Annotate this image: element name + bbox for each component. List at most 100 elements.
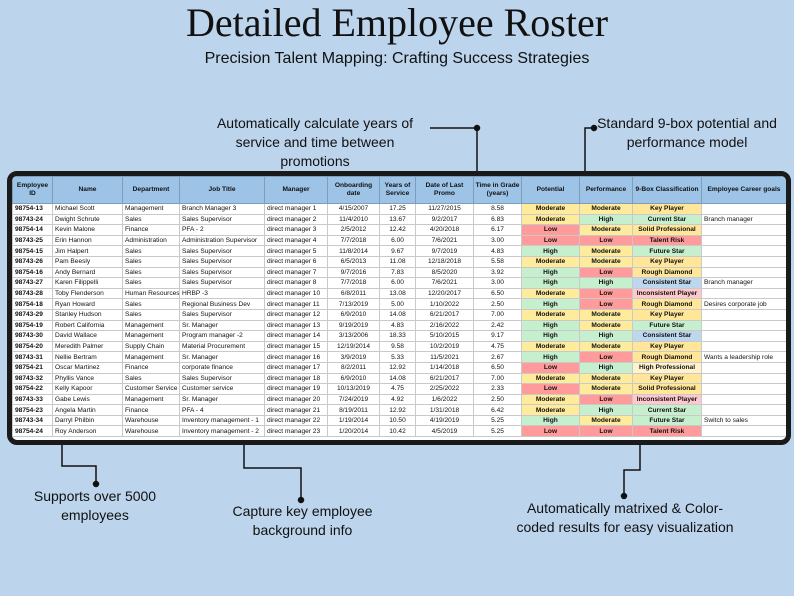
- callout: Supports over 5000 employees: [33, 488, 157, 523]
- cell: [701, 255, 786, 268]
- cell: 12.92: [379, 361, 416, 374]
- cell: 6/8/2011: [327, 287, 380, 300]
- cell: High: [579, 277, 633, 289]
- cell: 10.42: [379, 425, 416, 438]
- cell: 9.67: [379, 245, 416, 257]
- cell: Talent Risk: [632, 234, 702, 247]
- cell: Low: [579, 351, 633, 363]
- cell: Low: [579, 234, 633, 247]
- cell: direct manager 12: [264, 308, 328, 321]
- cell: 9.17: [473, 330, 522, 342]
- cell: 5.25: [473, 425, 522, 438]
- cell: direct manager 17: [264, 361, 328, 374]
- cell: 6/9/2010: [327, 308, 380, 321]
- column-header: Employee Career goals: [701, 176, 786, 204]
- cell: [701, 425, 786, 438]
- cell: Jim Halpert: [52, 245, 123, 257]
- cell: 98754-19: [12, 319, 53, 332]
- cell: direct manager 11: [264, 298, 328, 310]
- employee-row: 98743-33 Gabe Lewis Management Sr. Manager d…: [12, 393, 786, 406]
- cell: Sales Supervisor: [179, 308, 265, 321]
- cell: High: [521, 330, 580, 342]
- cell: HRBP -3: [179, 287, 265, 300]
- employee-row: 98754-16 Andy Bernard Sales Sales Superviso…: [12, 266, 786, 279]
- connector-dot: [297, 496, 305, 504]
- cell: 13.67: [379, 213, 416, 226]
- cell: 14.08: [379, 372, 416, 385]
- cell: Phyllis Vance: [52, 372, 123, 385]
- cell: 98754-14: [12, 224, 53, 236]
- cell: Moderate: [579, 319, 633, 332]
- header-row: Employee ID Name Department Job Title Manage…: [12, 176, 786, 204]
- connector-dot: [620, 492, 628, 500]
- cell: [701, 287, 786, 300]
- cell: Moderate: [579, 414, 633, 427]
- cell: Low: [521, 224, 580, 236]
- cell: [701, 383, 786, 395]
- cell: 98754-20: [12, 340, 53, 353]
- cell: 98743-26: [12, 255, 53, 268]
- cell: direct manager 5: [264, 245, 328, 257]
- cell: direct manager 19: [264, 383, 328, 395]
- cell: High: [521, 266, 580, 279]
- cell: 11/27/2015: [415, 203, 474, 215]
- cell: Moderate: [579, 224, 633, 236]
- cell: direct manager 18: [264, 372, 328, 385]
- column-header: Job Title: [179, 176, 265, 204]
- cell: direct manager 10: [264, 287, 328, 300]
- cell: Kevin Malone: [52, 224, 123, 236]
- cell: Finance: [122, 224, 180, 236]
- cell: 11.08: [379, 255, 416, 268]
- employee-row: 98754-23 Angela Martin Finance PFA - 4 direc…: [12, 404, 786, 416]
- employee-row: 98754-14 Kevin Malone Finance PFA - 2 direct…: [12, 224, 786, 236]
- cell: Sales Supervisor: [179, 255, 265, 268]
- cell: corporate finance: [179, 361, 265, 374]
- cell: High: [521, 319, 580, 332]
- roster-frame: Employee ID Name Department Job Title Manage…: [7, 171, 791, 445]
- cell: Sr. Manager: [179, 351, 265, 363]
- cell: 4/19/2019: [415, 414, 474, 427]
- employee-row: 98754-19 Robert California Management Sr. M…: [12, 319, 786, 332]
- roster-table: Employee ID Name Department Job Title Manage…: [12, 176, 786, 438]
- cell: Nellie Bertram: [52, 351, 123, 363]
- cell: Ryan Howard: [52, 298, 123, 310]
- cell: Sales: [122, 277, 180, 289]
- cell: 6.00: [379, 234, 416, 247]
- cell: 5/10/2015: [415, 330, 474, 342]
- cell: 98743-29: [12, 308, 53, 321]
- cell: Human Resources: [122, 287, 180, 300]
- cell: 3.92: [473, 266, 522, 279]
- cell: 8/5/2020: [415, 266, 474, 279]
- cell: Solid Professional: [632, 383, 702, 395]
- cell: Gabe Lewis: [52, 393, 123, 406]
- cell: 4.83: [379, 319, 416, 332]
- cell: 6.42: [473, 404, 522, 416]
- cell: 18.33: [379, 330, 416, 342]
- cell: Warehouse: [122, 425, 180, 438]
- employee-row: 98754-22 Kelly Kapoor Customer Service Cust…: [12, 383, 786, 395]
- cell: 7/6/2021: [415, 277, 474, 289]
- cell: 98743-32: [12, 372, 53, 385]
- employee-row: 98743-26 Pam Beesly Sales Sales Supervisor d…: [12, 255, 786, 268]
- cell: [701, 319, 786, 332]
- cell: 9/7/2019: [415, 245, 474, 257]
- cell: Sales: [122, 298, 180, 310]
- cell: [701, 224, 786, 236]
- cell: 4.83: [473, 245, 522, 257]
- cell: 11/4/2010: [327, 213, 380, 226]
- cell: Oscar Martinez: [52, 361, 123, 374]
- cell: Low: [579, 425, 633, 438]
- connector: [430, 127, 478, 174]
- employee-row: 98754-21 Oscar Martinez Finance corporate f…: [12, 361, 786, 374]
- column-header: Performance: [579, 176, 633, 204]
- cell: Moderate: [521, 340, 580, 353]
- cell: [701, 393, 786, 406]
- cell: Low: [579, 393, 633, 406]
- cell: 98743-31: [12, 351, 53, 363]
- cell: 98743-25: [12, 234, 53, 247]
- cell: direct manager 2: [264, 213, 328, 226]
- cell: Moderate: [521, 213, 580, 226]
- cell: 7.00: [473, 308, 522, 321]
